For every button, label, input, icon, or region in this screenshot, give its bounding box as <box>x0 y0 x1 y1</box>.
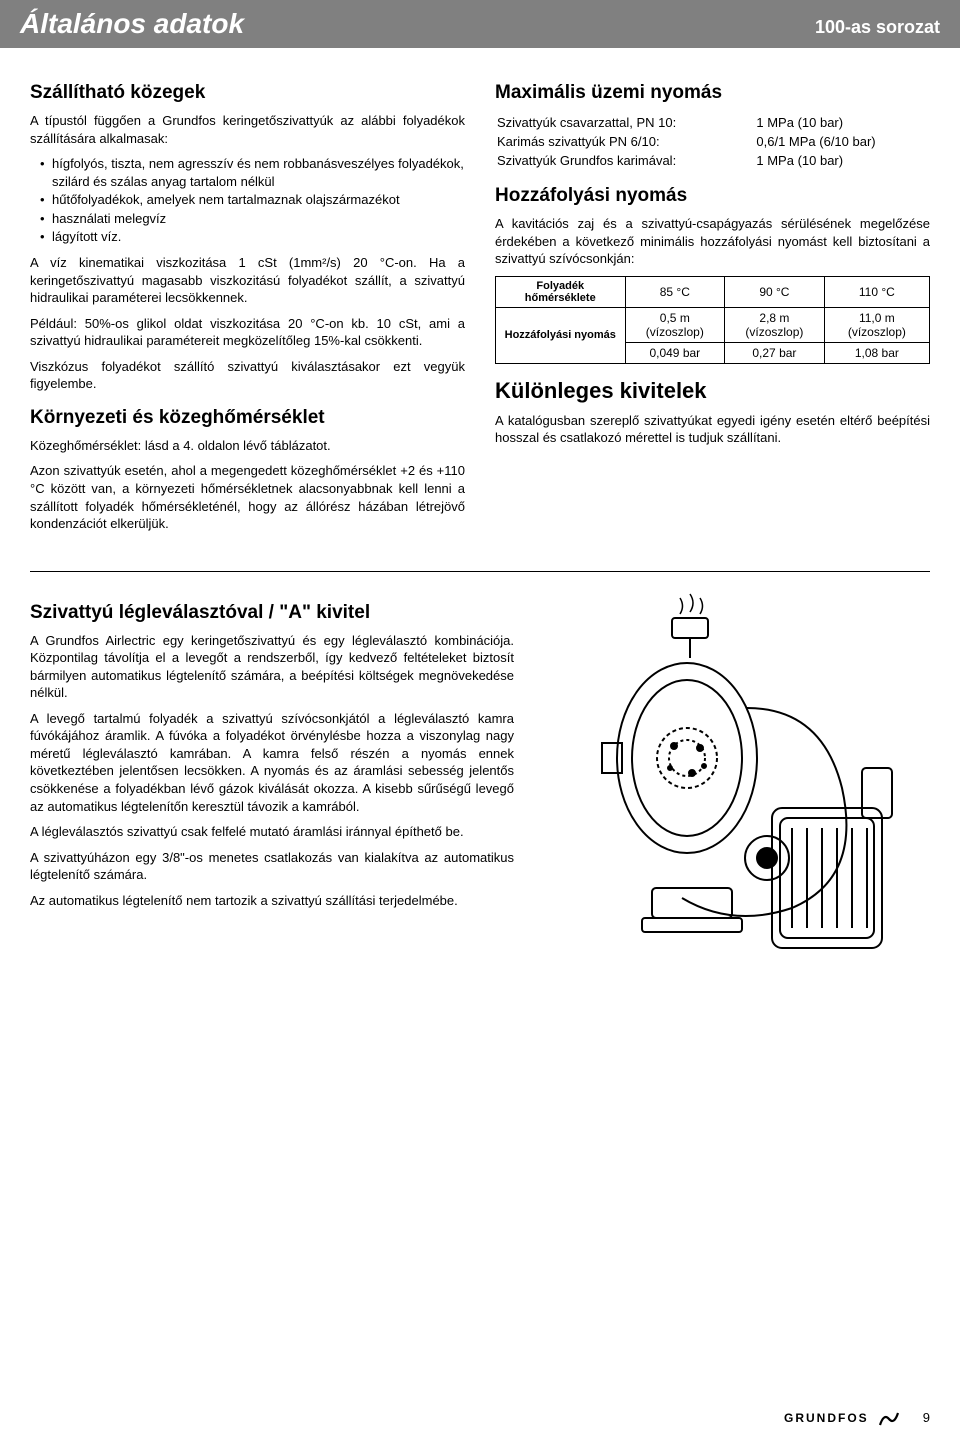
header-bar: Általános adatok 100-as sorozat <box>0 0 960 48</box>
table-cell: 0,27 bar <box>725 342 825 363</box>
heading-max-nyomas: Maximális üzemi nyomás <box>495 82 930 104</box>
left-column: Szállítható közegek A típustól függően a… <box>30 68 465 541</box>
table-cell: 0,5 m (vízoszlop) <box>625 307 725 342</box>
table-header: Hozzáfolyási nyomás <box>496 307 626 363</box>
right-column: Maximális üzemi nyomás Szivattyúk csavar… <box>495 68 930 541</box>
list-item: hígfolyós, tiszta, nem agresszív és nem … <box>40 155 465 191</box>
list-item: lágyított víz. <box>40 228 465 246</box>
hozzaf-table: Folyadék hőmérséklete 85 °C 90 °C 110 °C… <box>495 276 930 364</box>
heading-kulonleges: Különleges kivitelek <box>495 378 930 404</box>
table-cell: Karimás szivattyúk PN 6/10: <box>497 133 754 150</box>
series-label: 100-as sorozat <box>815 17 940 38</box>
heading-hozzafolyasi: Hozzáfolyási nyomás <box>495 185 930 207</box>
table-header: Folyadék hőmérséklete <box>496 276 626 307</box>
grundfos-icon <box>878 1411 900 1427</box>
body-text: Például: 50%-os glikol oldat viszkozitás… <box>30 315 465 350</box>
body-text: A légleválasztós szivattyú csak felfelé … <box>30 823 514 841</box>
table-cell: 0,6/1 MPa (6/10 bar) <box>756 133 928 150</box>
main-content: Szállítható közegek A típustól függően a… <box>0 48 960 541</box>
body-text: A víz kinematikai viszkozitása 1 cSt (1m… <box>30 254 465 307</box>
table-cell: Szivattyúk csavarzattal, PN 10: <box>497 114 754 131</box>
brand-text: GRUNDFOS <box>784 1411 869 1425</box>
table-cell: Szivattyúk Grundfos karimával: <box>497 152 754 169</box>
body-text: Közeghőmérséklet: lásd a 4. oldalon lévő… <box>30 437 465 455</box>
bullet-list: hígfolyós, tiszta, nem agresszív és nem … <box>30 155 465 246</box>
body-text: Viszkózus folyadékot szállító szivattyú … <box>30 358 465 393</box>
bottom-section: Szivattyú légleválasztóval / "A" kivitel… <box>0 588 960 968</box>
page-number: 9 <box>923 1410 930 1425</box>
table-cell: 2,8 m (vízoszlop) <box>725 307 825 342</box>
body-text: A katalógusban szereplő szivattyúkat egy… <box>495 412 930 447</box>
table-cell: 1 MPa (10 bar) <box>756 114 928 131</box>
brand-logo: GRUNDFOS <box>784 1411 900 1427</box>
pressure-table: Szivattyúk csavarzattal, PN 10:1 MPa (10… <box>495 112 930 171</box>
body-text: A kavitációs zaj és a szivattyú-csapágya… <box>495 215 930 268</box>
body-text: A levegő tartalmú folyadék a szivattyú s… <box>30 710 514 815</box>
table-cell: 90 °C <box>725 276 825 307</box>
table-cell: 1 MPa (10 bar) <box>756 152 928 169</box>
body-text: Azon szivattyúk esetén, ahol a megengede… <box>30 462 465 532</box>
body-text: Az automatikus légtelenítő nem tartozik … <box>30 892 514 910</box>
heading-kornyezeti: Környezeti és közeghőmérséklet <box>30 407 465 429</box>
page-title: Általános adatok <box>20 8 244 40</box>
list-item: hűtőfolyadékok, amelyek nem tartalmaznak… <box>40 191 465 209</box>
pump-diagram-icon <box>562 588 902 968</box>
table-cell: 85 °C <box>625 276 725 307</box>
table-cell: 110 °C <box>824 276 929 307</box>
section-divider <box>30 571 930 572</box>
table-cell: 11,0 m (vízoszlop) <box>824 307 929 342</box>
heading-szallithato: Szállítható közegek <box>30 82 465 104</box>
table-cell: 0,049 bar <box>625 342 725 363</box>
table-cell: 1,08 bar <box>824 342 929 363</box>
heading-leglevalaszto: Szivattyú légleválasztóval / "A" kivitel <box>30 602 514 624</box>
list-item: használati melegvíz <box>40 210 465 228</box>
body-text: A Grundfos Airlectric egy keringetősziva… <box>30 632 514 702</box>
pump-figure <box>534 588 930 968</box>
bottom-text-column: Szivattyú légleválasztóval / "A" kivitel… <box>30 588 514 968</box>
intro-text: A típustól függően a Grundfos keringetős… <box>30 112 465 147</box>
body-text: A szivattyúházon egy 3/8"-os menetes csa… <box>30 849 514 884</box>
